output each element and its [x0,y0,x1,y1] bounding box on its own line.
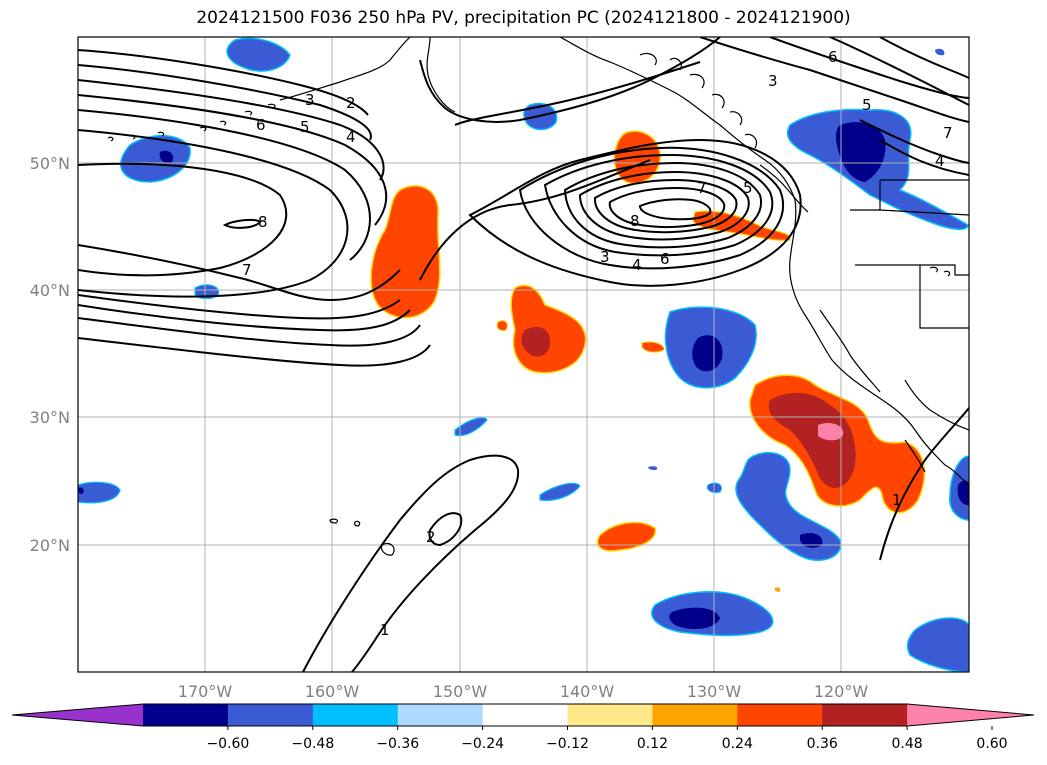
contour-label: 2 [346,94,356,112]
colorbar-tick-label: 0.48 [892,736,923,752]
lat-label: 30°N [30,408,70,427]
lon-label: 120°W [814,682,869,701]
contour-labels: 2 3 4 5 6 7 8 3 4 5 6 7 8 3 4 5 6 7 1 2 … [242,48,953,639]
colorbar-swatch [227,704,314,726]
contour-label: 8 [258,213,268,231]
colorbar-swatch [567,704,653,726]
contour-label: 3 [305,91,315,109]
colorbar-swatch [482,704,568,726]
colorbar-outline [11,703,1035,727]
colorbar-tick-label: −0.60 [206,736,249,752]
colorbar-tick-label: 0.60 [976,736,1007,752]
map-border [77,36,970,673]
contour-label: 4 [632,256,642,274]
lon-label: 160°W [305,682,360,701]
colorbar-tick-label: −0.24 [461,736,504,752]
colorbar-swatch [822,704,908,726]
contour-label: 7 [697,179,707,197]
contour-label: 5 [300,118,310,136]
lon-label: 130°W [687,682,742,701]
figure-title: 2024121500 F036 250 hPa PV, precipitatio… [196,8,851,28]
graticule [78,37,969,672]
colorbar-tick-label: −0.48 [291,736,334,752]
coastlines [107,37,969,556]
colorbar-swatch [397,704,484,726]
colorbar-swatch [737,704,823,726]
colorbar-extend-high [907,704,1034,726]
contour-label: 8 [630,212,640,230]
lat-label: 40°N [30,281,70,300]
colorbar-tick-label: 0.36 [807,736,838,752]
colorbar-tick-label: −0.36 [376,736,419,752]
colorbar-tick-label: 0.12 [637,736,668,752]
contour-label: 4 [935,152,945,170]
contour-label: 6 [660,250,670,268]
contour-label: 4 [346,128,356,146]
contour-label: 1 [892,491,902,509]
lon-label: 170°W [178,682,233,701]
lat-label: 50°N [30,154,70,173]
contour-label: 6 [256,116,266,134]
lon-label: 150°W [433,682,488,701]
colorbar-swatch [143,704,229,726]
contour-label: 3 [600,248,610,266]
latitude-labels: 50°N 40°N 30°N 20°N [30,154,70,555]
colorbar: −0.60 −0.48 −0.36 −0.24 −0.12 0.12 0.24 0.36 0.4… [11,703,1035,752]
colorbar-swatch [652,704,738,726]
contour-label: 2 [426,528,436,546]
contour-label: 3 [768,72,778,90]
precip-positive-areas [370,130,926,592]
pv-contours [78,37,969,672]
contour-label: 1 [380,621,390,639]
longitude-labels: 170°W 160°W 150°W 140°W 130°W 120°W [178,682,869,701]
colorbar-swatch [312,704,399,726]
lat-label: 20°N [30,536,70,555]
contour-label: 5 [862,96,872,114]
contour-label: 7 [943,124,953,142]
lon-label: 140°W [560,682,615,701]
contour-label: 6 [828,48,838,66]
colorbar-extend-low [12,704,143,726]
colorbar-tick-label: −0.12 [546,736,589,752]
colorbar-tick-label: 0.24 [722,736,753,752]
contour-label: 7 [242,261,252,279]
precip-negative-areas [78,37,969,672]
contour-label: 5 [743,179,753,197]
